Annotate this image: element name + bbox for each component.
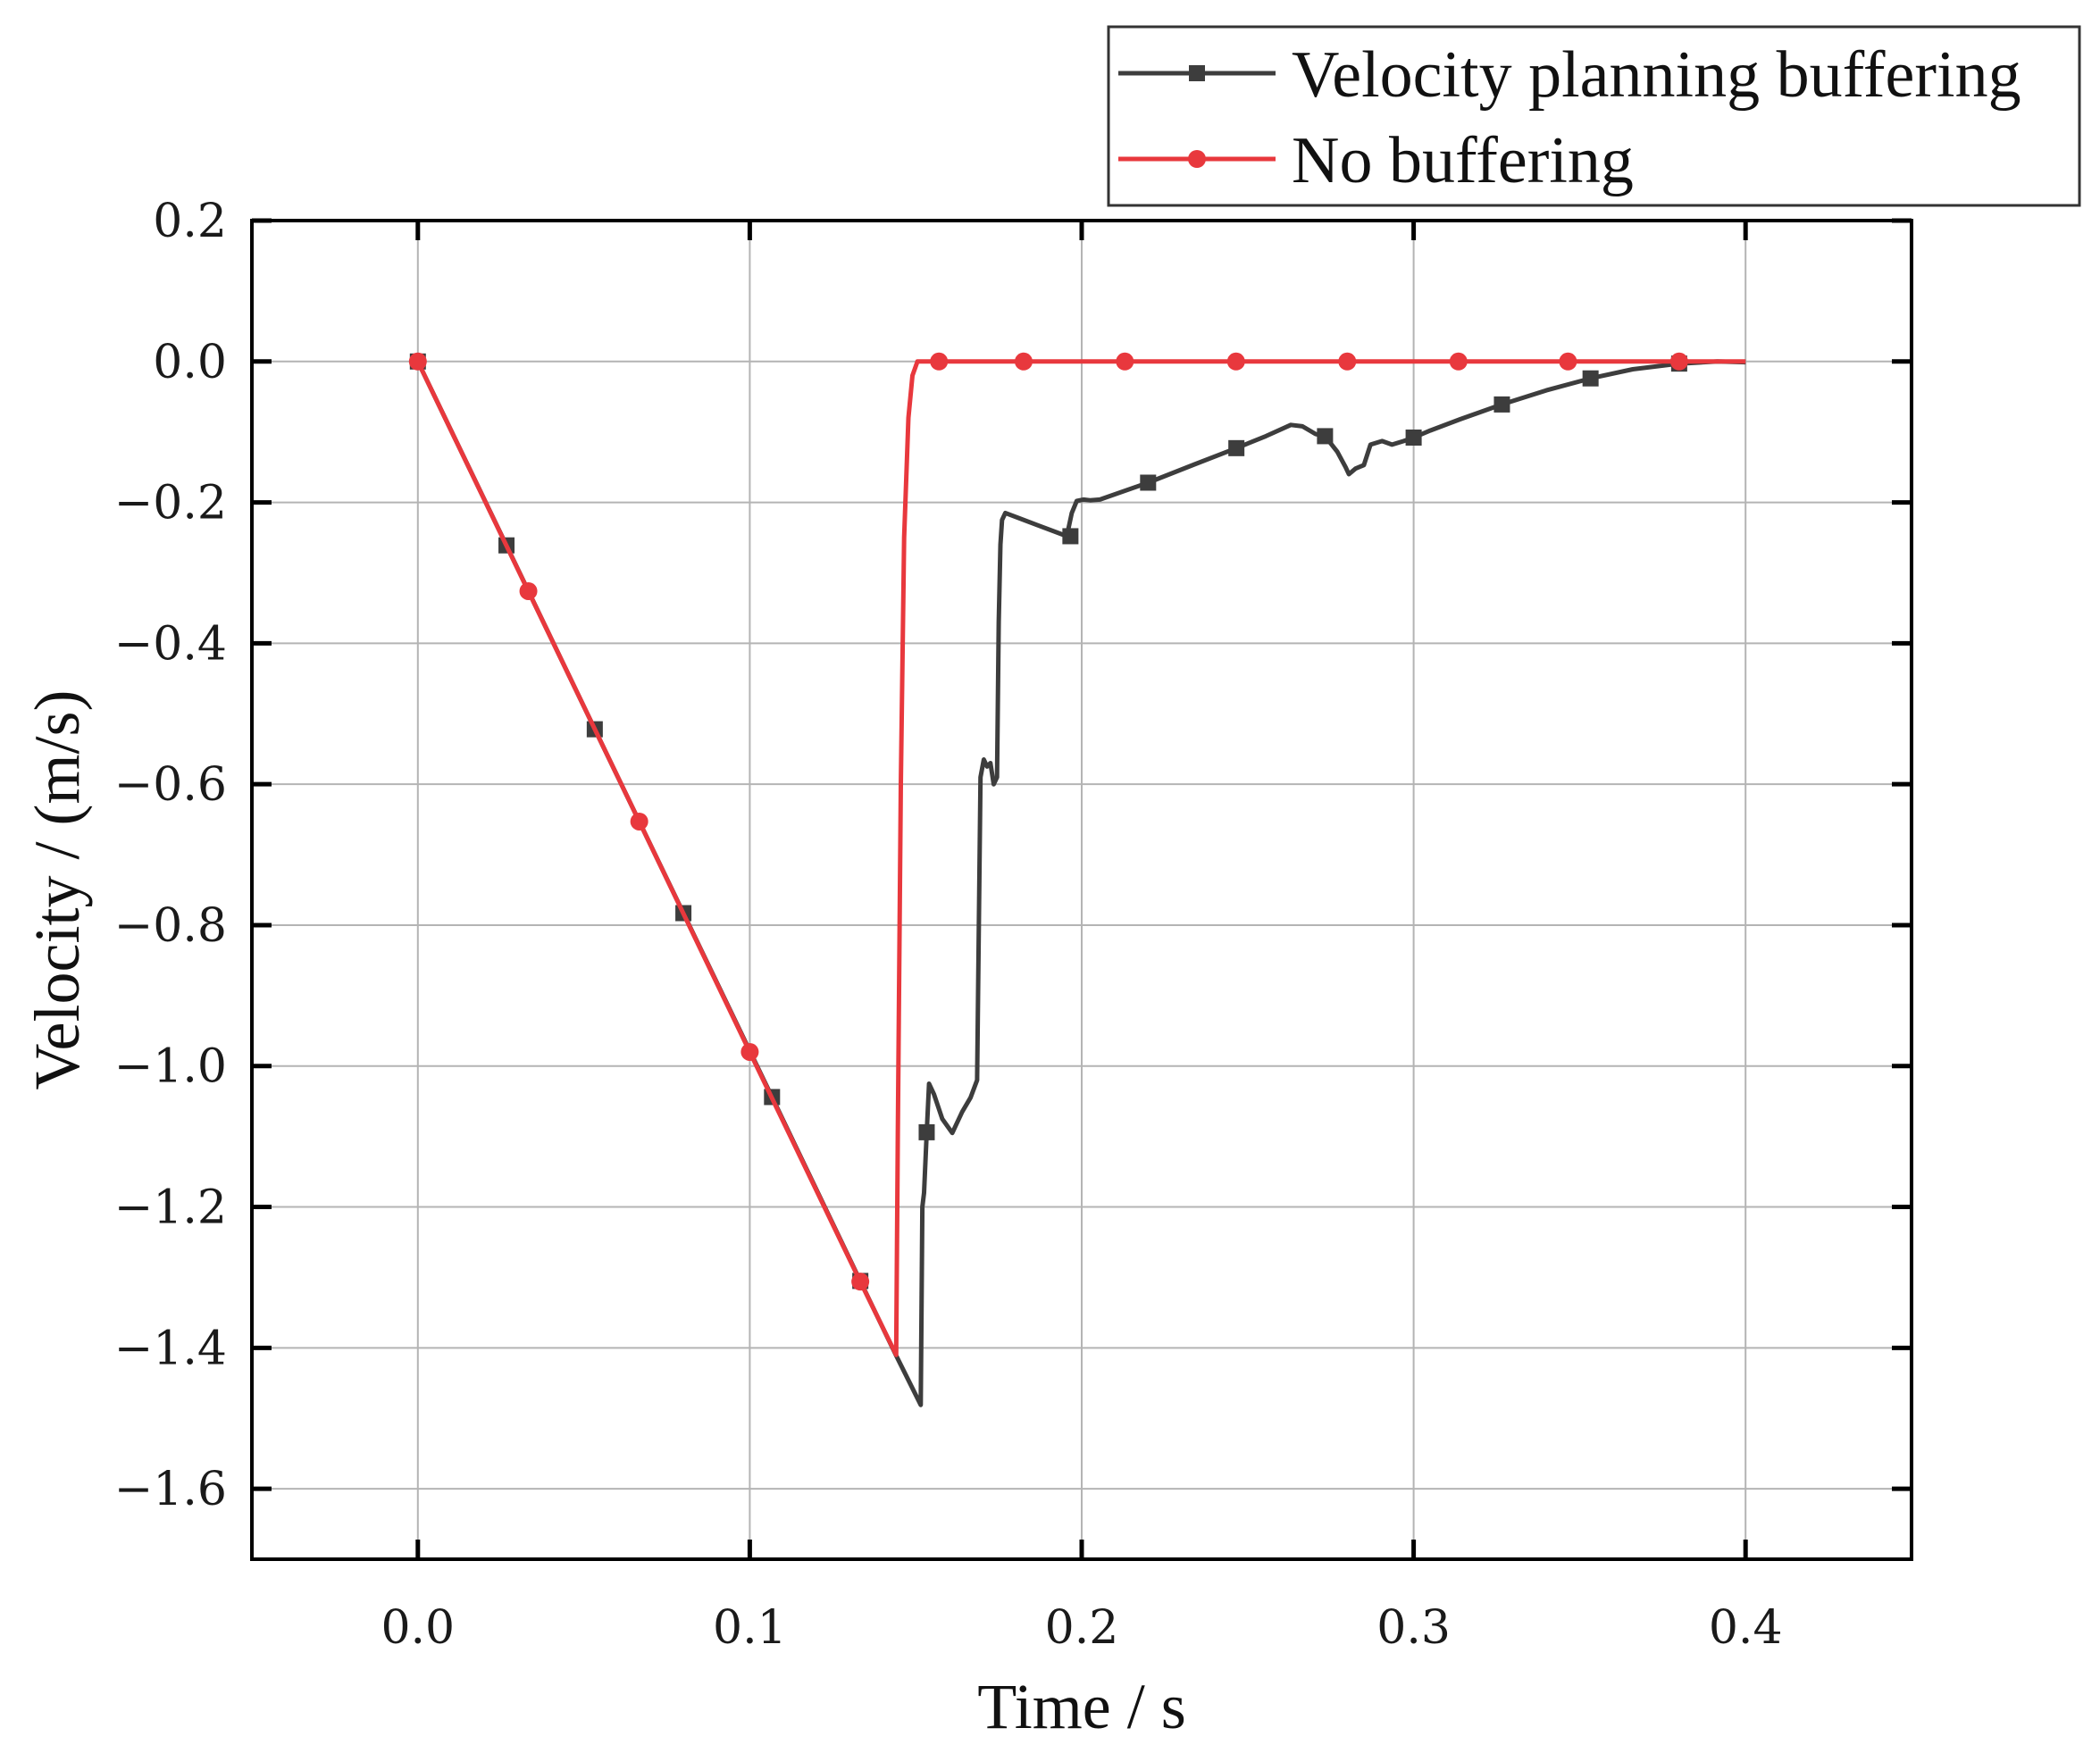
legend-2-circle-marker <box>1188 150 1206 168</box>
grid <box>252 220 1912 1559</box>
x-axis-title: Time / s <box>977 1671 1185 1742</box>
x-tick-label: 0.0 <box>381 1601 455 1655</box>
x-tick-label: 0.1 <box>713 1601 787 1655</box>
series-2-circle-marker <box>408 352 427 371</box>
legend-1-square-marker <box>1189 65 1205 81</box>
y-tick-label: −1.2 <box>114 1181 227 1235</box>
series-1-square-marker <box>1140 474 1157 491</box>
series-1-line <box>415 359 1746 1407</box>
ticks: 0.0 0.1 0.2 0.3 0.4 0.2 0.0 −0.2 −0.4 −0.6 −0.8 −1.… <box>114 195 1912 1655</box>
series-2-circle-marker <box>1669 352 1688 371</box>
y-tick-label: −1.4 <box>114 1322 227 1375</box>
legend-box <box>1107 25 2081 207</box>
series-layer <box>408 352 1746 1407</box>
series-2-circle-marker <box>930 352 949 371</box>
series-1 <box>409 353 1746 1407</box>
x-tick-label: 0.2 <box>1045 1601 1119 1655</box>
y-tick-label: −1.6 <box>114 1463 227 1516</box>
y-tick-label: 0.0 <box>153 336 227 389</box>
series-2 <box>408 352 1746 1357</box>
series-2-circle-marker <box>1559 352 1577 371</box>
series-1-square-marker <box>1062 528 1079 545</box>
series-1-square-marker <box>1582 370 1599 387</box>
y-tick-label: −0.2 <box>114 477 227 530</box>
x-tick-label: 0.4 <box>1709 1601 1783 1655</box>
x-tick-label: 0.3 <box>1376 1601 1451 1655</box>
y-tick-label: −1.0 <box>114 1040 227 1094</box>
series-2-circle-marker <box>1449 352 1468 371</box>
y-tick-label: 0.2 <box>153 195 227 248</box>
y-tick-label: −0.4 <box>114 617 227 671</box>
series-1-square-marker <box>1317 428 1334 445</box>
series-1-square-marker <box>1228 439 1245 456</box>
series-1-square-marker <box>918 1123 935 1140</box>
series-1-square-marker <box>1493 396 1510 413</box>
y-tick-label: −0.6 <box>114 758 227 812</box>
series-1-square-marker <box>1405 429 1422 446</box>
y-tick-label: −0.8 <box>114 899 227 953</box>
series-2-circle-marker <box>1338 352 1357 371</box>
legend: Velocity planning buffering No buffering <box>1107 25 2081 207</box>
legend-label-2: No buffering <box>1292 124 1634 197</box>
series-2-circle-marker <box>851 1273 870 1291</box>
y-axis-title: Velocity / (m/s) <box>21 690 93 1090</box>
series-2-circle-marker <box>1116 352 1134 371</box>
series-2-circle-marker <box>1226 352 1245 371</box>
series-2-circle-marker <box>630 812 648 831</box>
series-2-line <box>415 359 1746 1357</box>
legend-label-1: Velocity planning buffering <box>1292 38 2021 112</box>
series-2-circle-marker <box>519 581 538 600</box>
series-2-circle-marker <box>740 1042 759 1061</box>
series-2-circle-marker <box>1014 352 1033 371</box>
